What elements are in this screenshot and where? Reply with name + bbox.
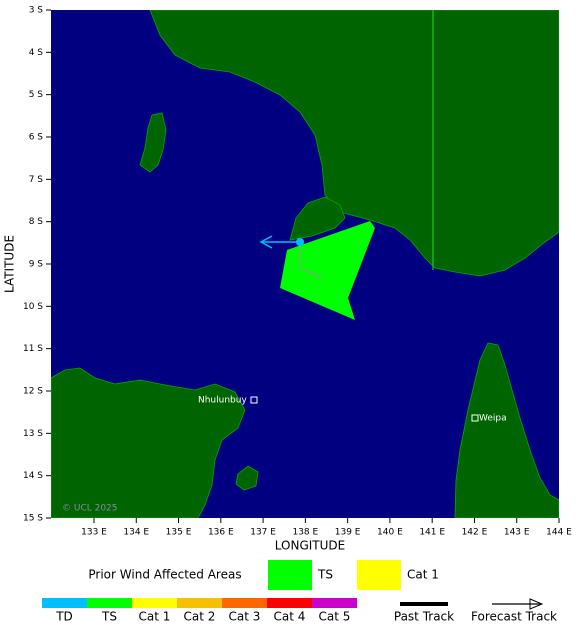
lat-tick-label: 13 S [23, 429, 43, 439]
land [51, 10, 559, 518]
lat-tick-label: 15 S [23, 514, 43, 524]
groote-eylandt [235, 465, 259, 491]
scale-swatch [42, 598, 87, 608]
scale-label: TD [55, 610, 73, 624]
legend-area-label: TS [317, 568, 333, 582]
scale-label: Cat 5 [319, 610, 351, 624]
lat-tick-label: 10 S [23, 302, 43, 312]
aru-islands [139, 112, 167, 173]
new-guinea [149, 10, 559, 277]
frederik-hendrik-island [289, 196, 346, 241]
lat-tick-label: 8 S [29, 217, 44, 227]
lat-tick-label: 12 S [23, 387, 43, 397]
past-track [299, 242, 323, 279]
scale-swatch [132, 598, 177, 608]
scale-label: Cat 3 [229, 610, 261, 624]
lat-tick-label: 5 S [29, 90, 44, 100]
scale-label: TS [101, 610, 117, 624]
arnhem-land [51, 367, 246, 518]
scale-swatch [87, 598, 132, 608]
legend-area-swatch [357, 560, 401, 590]
place-label: Weipa [479, 414, 507, 424]
lon-tick-label: 141 E [419, 528, 445, 538]
lon-tick-label: 142 E [462, 528, 488, 538]
lat-tick-label: 3 S [29, 6, 44, 16]
lat-tick-label: 7 S [29, 175, 44, 185]
cyclone-position [296, 238, 304, 246]
lon-tick-label: 133 E [81, 528, 107, 538]
place-label: Nhulunbuy [198, 396, 247, 406]
forecast-arrow-sample [529, 598, 544, 610]
x-axis-label: LONGITUDE [275, 539, 345, 553]
scale-swatch [312, 598, 357, 608]
y-axis-label: LATITUDE [3, 235, 17, 293]
track-label: Past Track [394, 610, 454, 624]
lat-tick-label: 11 S [23, 344, 43, 354]
scale-label: Cat 1 [139, 610, 171, 624]
lon-tick-label: 135 E [166, 528, 192, 538]
lon-tick-label: 144 E [546, 528, 572, 538]
place-marker [250, 396, 258, 404]
legend-area-label: Cat 1 [407, 568, 439, 582]
legend-area-swatch [268, 560, 312, 590]
copyright: © UCL 2025 [62, 504, 118, 514]
lon-tick-label: 137 E [250, 528, 276, 538]
scale-swatch [222, 598, 267, 608]
scale-swatch [267, 598, 312, 608]
scale-swatch [177, 598, 222, 608]
scale-label: Cat 2 [184, 610, 216, 624]
wind-area-ts [280, 221, 375, 320]
lon-tick-label: 136 E [208, 528, 234, 538]
lon-tick-label: 143 E [504, 528, 530, 538]
lon-tick-label: 134 E [123, 528, 149, 538]
place-marker [471, 414, 479, 422]
lat-tick-label: 4 S [29, 48, 44, 58]
lat-tick-label: 9 S [29, 260, 44, 270]
track-label: Forecast Track [471, 610, 557, 624]
legend-title: Prior Wind Affected Areas [88, 568, 241, 582]
lon-tick-label: 140 E [377, 528, 403, 538]
cape-york [454, 342, 559, 518]
lat-tick-label: 14 S [23, 471, 43, 481]
forecast-arrow [259, 235, 273, 249]
scale-label: Cat 4 [274, 610, 306, 624]
lat-tick-label: 6 S [29, 133, 44, 143]
lon-tick-label: 139 E [335, 528, 361, 538]
lon-tick-label: 138 E [292, 528, 318, 538]
